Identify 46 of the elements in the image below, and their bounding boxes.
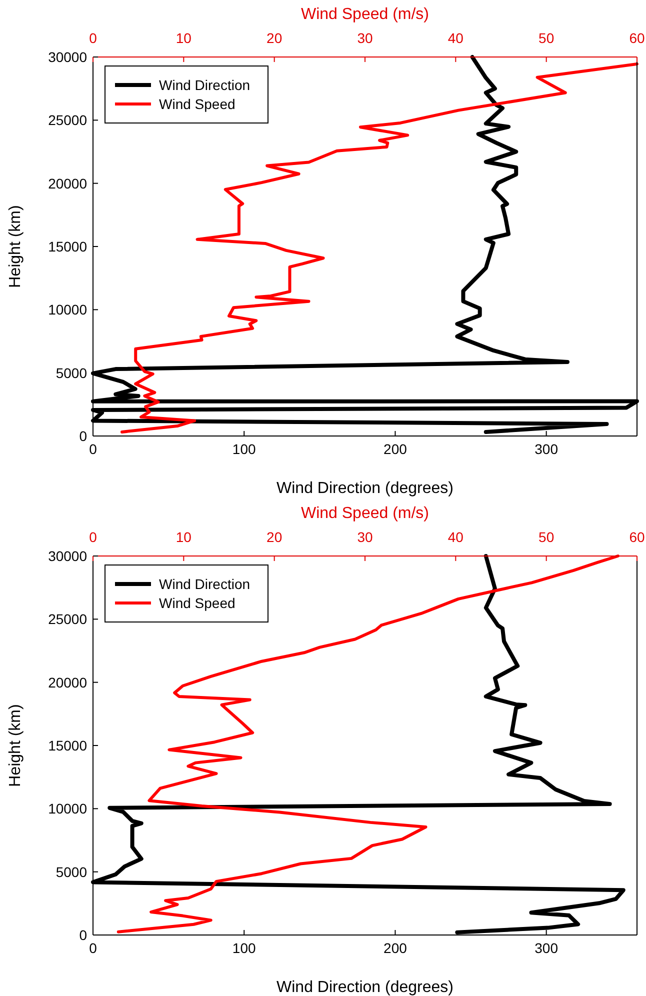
x2-tick-label: 50 [538,529,554,545]
y-tick-label: 5000 [56,364,88,381]
y-tick-label: 15000 [48,738,88,754]
x-tick-label: 0 [89,940,98,956]
x2-tick-label: 50 [538,30,554,46]
x2-tick-label: 30 [357,30,373,46]
x-tick-label: 300 [534,940,558,956]
y-tick-label: 10000 [48,800,88,817]
y-tick-label: 0 [79,428,88,444]
x-tick-label: 200 [384,940,408,956]
x2-tick-label: 20 [266,30,282,46]
legend-label: Wind Speed [159,595,236,611]
legend-label: Wind Direction [159,576,250,592]
y-tick-label: 15000 [48,238,88,254]
x-axis-title: Wind Direction (degrees) [276,979,454,996]
y-tick-label: 20000 [48,175,88,192]
x2-tick-label: 30 [357,529,373,545]
y-tick-label: 10000 [48,302,88,318]
y-tick-label: 0 [79,927,88,943]
x2-tick-label: 20 [266,529,282,545]
y-tick-label: 30000 [48,548,88,564]
y-tick-label: 30000 [48,49,88,65]
x-tick-label: 0 [89,441,98,457]
x2-tick-label: 40 [448,529,464,545]
y-axis-title: Height (km) [7,704,24,787]
x-tick-label: 300 [534,441,558,457]
x2-tick-label: 10 [176,30,192,46]
y-tick-label: 25000 [48,112,88,128]
x-axis-title: Wind Direction (degrees) [276,480,454,497]
x2-tick-label: 0 [89,529,98,545]
y-tick-label: 25000 [48,611,88,628]
x2-tick-label: 10 [176,529,192,545]
legend-label: Wind Speed [159,96,236,112]
x2-axis-title: Wind Speed (m/s) [300,6,430,23]
y-axis-title: Height (km) [7,205,24,288]
x-tick-label: 200 [384,441,408,457]
x2-axis-title: Wind Speed (m/s) [300,505,430,522]
x2-tick-label: 60 [629,30,645,46]
x-tick-label: 100 [232,940,256,956]
x2-tick-label: 0 [89,30,98,46]
x-tick-label: 100 [232,441,256,457]
legend-label: Wind Direction [159,77,250,93]
x2-tick-label: 40 [448,30,464,46]
x2-tick-label: 60 [629,529,645,545]
y-tick-label: 20000 [48,674,88,690]
y-tick-label: 5000 [56,864,88,880]
